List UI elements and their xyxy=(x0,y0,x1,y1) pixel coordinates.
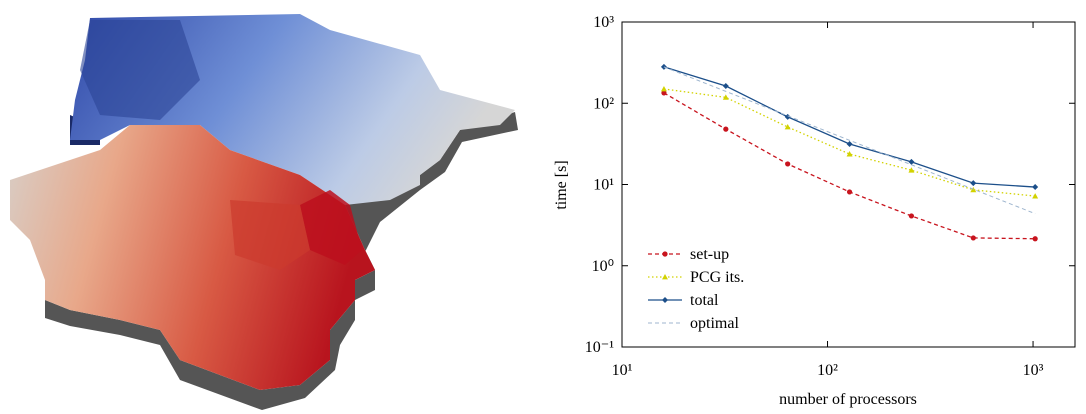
x-tick-label: 10² xyxy=(817,362,838,379)
y-tick-label: 10³ xyxy=(593,14,614,31)
point xyxy=(909,213,914,218)
point xyxy=(785,161,790,166)
point xyxy=(847,141,853,147)
x-axis-label: number of processors xyxy=(779,391,917,408)
chart: number of processors time [s] 10⁻¹ 10⁰ 10¹… xyxy=(540,0,1086,414)
point xyxy=(908,159,914,165)
legend-marker xyxy=(662,251,667,256)
point xyxy=(971,235,976,240)
point xyxy=(1033,236,1038,241)
series-line xyxy=(664,67,1035,187)
legend-label: total xyxy=(690,292,719,309)
x-tick-label: 10³ xyxy=(1023,362,1044,379)
point xyxy=(723,83,729,89)
y-tick-label: 10¹ xyxy=(593,177,614,194)
legend-label: set-up xyxy=(690,246,729,263)
y-tick-label: 10² xyxy=(593,95,614,112)
series-line xyxy=(664,93,1035,239)
y-tick-label: 10⁰ xyxy=(592,258,614,275)
point xyxy=(847,189,852,194)
legend-label: PCG its. xyxy=(690,269,744,286)
legend-marker xyxy=(662,297,668,303)
legend-marker xyxy=(662,274,668,279)
legend-label: optimal xyxy=(690,315,739,332)
point xyxy=(1032,193,1038,198)
y-axis-label: time [s] xyxy=(553,160,570,209)
point xyxy=(1032,184,1038,190)
point xyxy=(970,180,976,186)
y-tick-label: 10⁻¹ xyxy=(585,339,614,356)
partition-render xyxy=(0,0,540,414)
page: number of processors time [s] 10⁻¹ 10⁰ 10¹… xyxy=(0,0,1086,414)
point xyxy=(723,127,728,132)
point xyxy=(661,86,667,91)
x-tick-label: 10¹ xyxy=(612,362,633,379)
